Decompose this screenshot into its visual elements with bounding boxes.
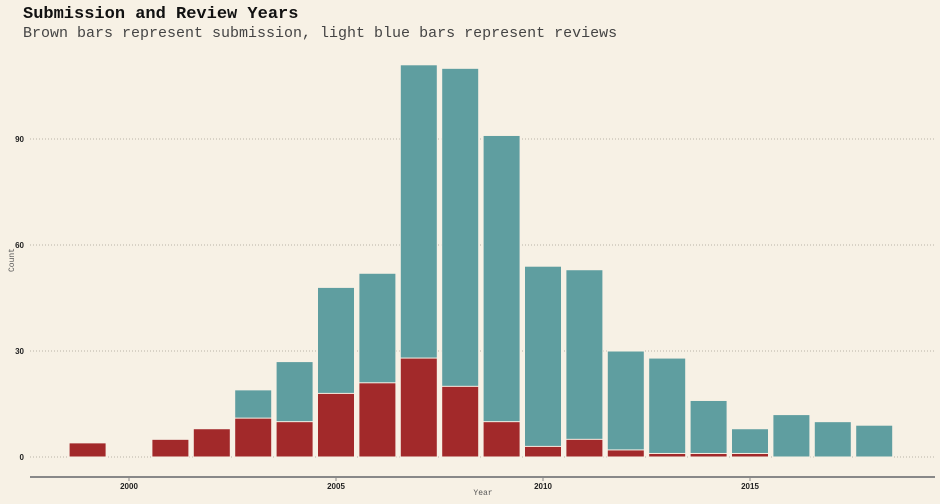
bar-reviews-2017 [813,421,852,458]
bar-submission-2005 [317,392,355,458]
x-tick-label: 2010 [534,482,552,491]
bar-submission-1999 [68,442,107,458]
bar-submission-2004 [275,421,314,458]
bar-submission-2002 [192,428,231,458]
x-tick-label: 2015 [741,482,759,491]
bar-reviews-2009 [482,134,521,458]
bar-submission-2010 [524,445,562,458]
bar-reviews-2010 [524,265,562,458]
bar-submission-2013 [648,452,687,458]
bar-reviews-2018 [855,424,894,458]
bar-submission-2008 [441,385,480,458]
bar-reviews-2012 [606,350,645,458]
bar-reviews-2013 [648,357,687,458]
bar-submission-2001 [151,438,190,458]
bar-reviews-2016 [772,414,811,458]
bar-submission-2015 [731,452,769,458]
y-tick-label: 0 [20,453,25,462]
bar-submission-2009 [482,421,521,458]
x-tick-label: 2005 [327,482,345,491]
chart-title: Submission and Review Years [23,5,299,24]
bar-submission-2012 [606,449,645,458]
bar-reviews-2011 [565,269,604,458]
bar-submission-2006 [358,382,397,458]
x-tick-label: 2000 [120,482,138,491]
bar-reviews-2015 [731,428,769,458]
y-tick-label: 60 [15,241,24,250]
bar-submission-2011 [565,438,604,458]
y-tick-label: 90 [15,135,24,144]
bar-submission-2007 [399,357,438,458]
y-axis-title: Count [8,248,17,272]
bar-reviews-2014 [689,399,728,458]
bar-submission-2003 [234,417,273,458]
y-tick-label: 30 [15,347,24,356]
chart-subtitle: Brown bars represent submission, light b… [23,25,618,42]
x-axis-title: Year [473,489,492,498]
bar-submission-2014 [689,452,728,458]
